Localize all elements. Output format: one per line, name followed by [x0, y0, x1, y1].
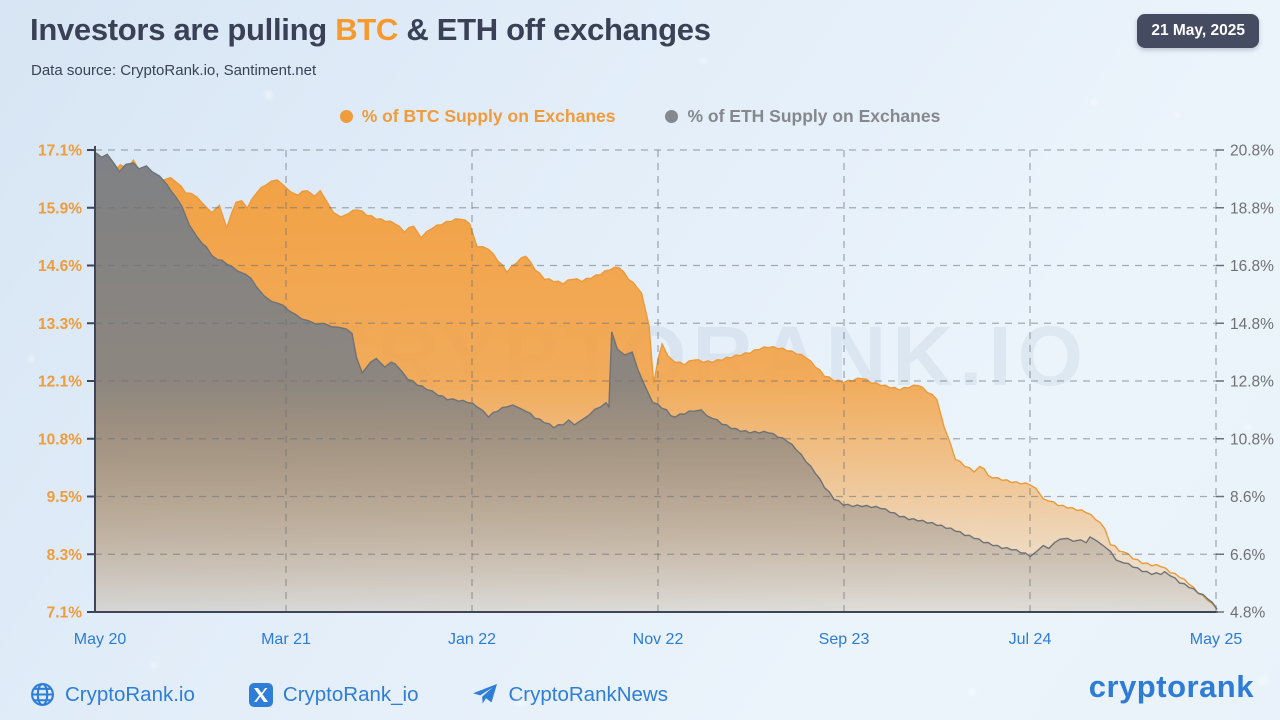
- left-axis-tick-label: 10.8%: [38, 431, 82, 448]
- globe-icon: [30, 682, 55, 707]
- left-axis-tick-label: 14.6%: [38, 258, 82, 275]
- btc-line: [95, 152, 1218, 611]
- eth-legend-dot-icon: [665, 110, 679, 123]
- left-axis-tick-label: 8.3%: [47, 547, 83, 564]
- right-axis-tick-label: 10.8%: [1230, 431, 1274, 448]
- cryptorank-logo: cryptorank: [1088, 669, 1254, 704]
- right-axis-tick-label: 6.6%: [1230, 547, 1266, 564]
- left-axis-tick-label: 13.3%: [38, 316, 82, 333]
- legend-item-eth: % of ETH Supply on Exchanes: [665, 106, 940, 127]
- right-axis-tick-label: 4.8%: [1230, 605, 1266, 622]
- right-axis-tick-label: 12.8%: [1230, 374, 1274, 391]
- chart-legend: % of BTC Supply on Exchanes % of ETH Sup…: [0, 106, 1280, 127]
- right-axis-tick-label: 8.6%: [1230, 489, 1266, 506]
- x-axis-tick-label: Jul 24: [1009, 631, 1052, 648]
- left-axis-tick-label: 15.9%: [38, 200, 82, 217]
- x-axis-tick-label: Jan 22: [448, 631, 496, 648]
- telegram-icon: [472, 683, 498, 707]
- x-axis-tick-label: May 25: [1190, 631, 1243, 648]
- x-axis-tick-label: Nov 22: [633, 631, 684, 648]
- left-axis-tick-label: 7.1%: [47, 605, 83, 622]
- right-axis-tick-label: 20.8%: [1230, 143, 1274, 160]
- left-axis-tick-label: 17.1%: [38, 143, 82, 160]
- footer-link-website[interactable]: CryptoRank.io: [30, 682, 195, 707]
- footer-link-telegram[interactable]: CryptoRankNews: [472, 683, 668, 707]
- btc-legend-label: % of BTC Supply on Exchanes: [361, 106, 616, 126]
- x-axis-tick-label: Sep 23: [819, 631, 870, 648]
- x-axis-tick-label: Mar 21: [261, 631, 311, 648]
- x-icon: [248, 682, 273, 707]
- left-axis-tick-label: 9.5%: [47, 489, 83, 506]
- footer-x-label: CryptoRank_io: [282, 682, 419, 706]
- btc-legend-dot-icon: [339, 110, 353, 123]
- legend-item-btc: % of BTC Supply on Exchanes: [339, 106, 616, 127]
- title-highlight-btc: BTC: [335, 12, 399, 47]
- data-source-subtitle: Data source: CryptoRank.io, Santiment.ne…: [31, 62, 317, 79]
- eth-legend-label: % of ETH Supply on Exchanes: [687, 106, 941, 126]
- right-axis-tick-label: 18.8%: [1230, 200, 1274, 217]
- x-axis-tick-label: May 20: [74, 631, 127, 648]
- footer-link-x[interactable]: CryptoRank_io: [248, 682, 419, 707]
- title-suffix: & ETH off exchanges: [398, 12, 711, 47]
- eth-area-series: [96, 152, 1217, 612]
- footer-website-label: CryptoRank.io: [65, 682, 195, 706]
- right-axis-tick-label: 14.8%: [1230, 316, 1274, 333]
- footer: CryptoRank.io CryptoRank_io CryptoRankNe…: [30, 682, 668, 707]
- date-badge: 21 May, 2025: [1137, 14, 1259, 48]
- page-title: Investors are pulling BTC & ETH off exch…: [30, 12, 711, 48]
- footer-telegram-label: CryptoRankNews: [508, 682, 668, 706]
- title-prefix: Investors are pulling: [30, 12, 336, 47]
- right-axis-tick-label: 16.8%: [1230, 258, 1274, 275]
- left-axis-tick-label: 12.1%: [38, 374, 82, 391]
